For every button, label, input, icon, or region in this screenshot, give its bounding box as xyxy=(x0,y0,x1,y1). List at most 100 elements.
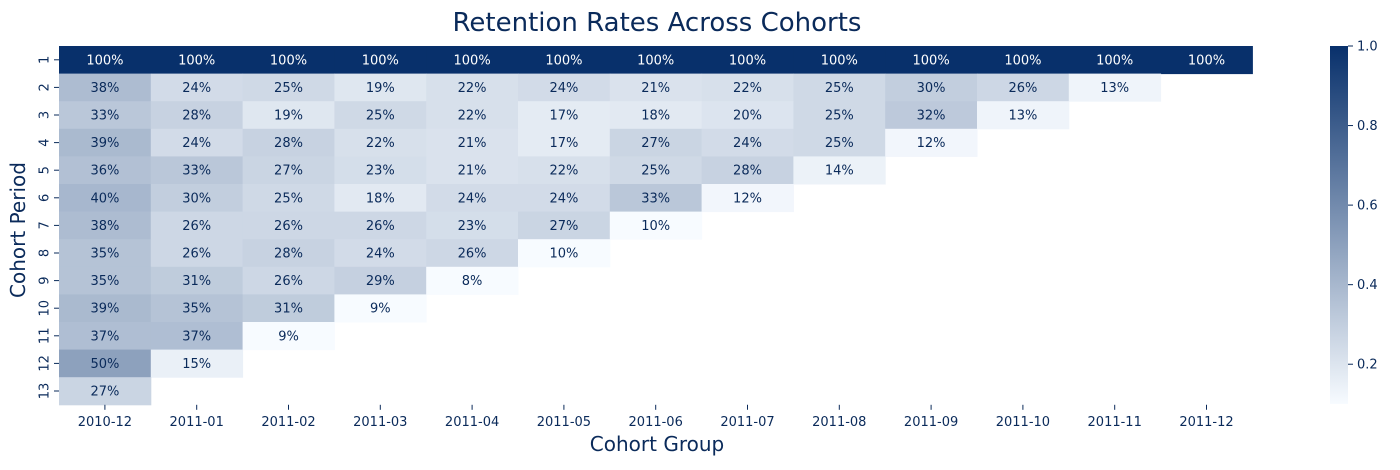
heatmap-cell xyxy=(609,46,703,75)
cell-value-label: 35% xyxy=(182,302,211,317)
heatmap-cell xyxy=(59,101,152,130)
cell-value-label: 13% xyxy=(1100,81,1129,96)
heatmap-cell xyxy=(59,349,152,378)
cell-value-label: 28% xyxy=(274,136,303,151)
heatmap-cell xyxy=(609,184,703,213)
cell-value-label: 24% xyxy=(366,247,395,262)
heatmap-cell xyxy=(1068,73,1162,102)
heatmap-cell xyxy=(426,184,519,213)
cell-value-label: 15% xyxy=(182,357,211,372)
y-tick-label: 11 xyxy=(38,328,53,345)
cell-value-label: 27% xyxy=(90,385,119,400)
heatmap-cell xyxy=(334,266,427,295)
x-tick-label: 2011-06 xyxy=(629,415,683,430)
cell-value-label: 29% xyxy=(366,274,395,289)
heatmap-cell xyxy=(426,239,519,268)
cell-value-label: 24% xyxy=(182,136,211,151)
heatmap-cell xyxy=(59,128,152,157)
cell-value-label: 36% xyxy=(90,164,119,179)
cell-value-label: 25% xyxy=(274,191,303,206)
heatmap-cell xyxy=(59,211,152,240)
heatmap-cell xyxy=(426,46,519,75)
cell-value-label: 10% xyxy=(641,219,670,234)
cell-value-label: 39% xyxy=(90,136,119,151)
heatmap-cell xyxy=(59,184,152,213)
heatmap-cell xyxy=(334,156,427,185)
cell-value-label: 14% xyxy=(825,164,854,179)
cell-value-label: 24% xyxy=(182,81,211,96)
cell-value-label: 30% xyxy=(917,81,946,96)
cell-value-label: 31% xyxy=(274,302,303,317)
heatmap-cell xyxy=(518,101,611,130)
cell-value-label: 28% xyxy=(274,247,303,262)
cell-value-label: 21% xyxy=(458,164,487,179)
y-tick-label: 7 xyxy=(38,221,53,229)
y-tick-label: 10 xyxy=(38,300,53,317)
heatmap-cell xyxy=(426,156,519,185)
cell-value-label: 100% xyxy=(637,53,674,68)
cell-value-label: 17% xyxy=(549,109,578,124)
heatmap-cell xyxy=(701,46,794,75)
cell-value-label: 26% xyxy=(274,274,303,289)
heatmap-cell xyxy=(150,46,244,75)
cell-value-label: 24% xyxy=(458,191,487,206)
cell-value-label: 31% xyxy=(182,274,211,289)
heatmap-cell xyxy=(701,128,794,157)
cell-value-label: 35% xyxy=(90,274,119,289)
heatmap-cell xyxy=(426,73,519,102)
cell-value-label: 22% xyxy=(458,109,487,124)
heatmap-cell xyxy=(793,73,886,102)
heatmap-cell xyxy=(518,184,611,213)
cell-value-label: 39% xyxy=(90,302,119,317)
cell-value-label: 25% xyxy=(825,81,854,96)
cell-value-label: 100% xyxy=(86,53,123,68)
heatmap-cell xyxy=(150,266,244,295)
cell-value-label: 100% xyxy=(1096,53,1133,68)
heatmap-cell xyxy=(1160,46,1253,75)
cell-value-label: 24% xyxy=(733,136,762,151)
colorbar-tick-label: 0.6 xyxy=(1357,199,1378,214)
heatmap-cell xyxy=(426,128,519,157)
heatmap-cell xyxy=(334,184,427,213)
heatmap-cell xyxy=(59,377,152,406)
y-tick-label: 13 xyxy=(38,383,53,400)
heatmap-cell xyxy=(242,266,335,295)
cell-value-label: 100% xyxy=(178,53,215,68)
cell-value-label: 100% xyxy=(913,53,950,68)
cell-value-label: 12% xyxy=(917,136,946,151)
cell-value-label: 26% xyxy=(274,219,303,234)
colorbar-tick-label: 0.2 xyxy=(1357,358,1378,373)
heatmap-cell xyxy=(242,156,335,185)
heatmap-cell xyxy=(518,211,611,240)
y-tick-label: 6 xyxy=(38,194,53,202)
heatmap-cell xyxy=(150,239,244,268)
cell-value-label: 26% xyxy=(1008,81,1037,96)
cell-value-label: 19% xyxy=(274,109,303,124)
heatmap-cell xyxy=(793,46,886,75)
heatmap-cell xyxy=(150,73,244,102)
heatmap-cell xyxy=(518,46,611,75)
cell-value-label: 25% xyxy=(274,81,303,96)
cell-value-label: 26% xyxy=(182,219,211,234)
cell-value-label: 9% xyxy=(370,302,391,317)
cell-value-label: 21% xyxy=(458,136,487,151)
colorbar-tick-label: 0.8 xyxy=(1357,119,1378,134)
heatmap-cell xyxy=(885,128,978,157)
x-tick-label: 2011-11 xyxy=(1088,415,1142,430)
cell-value-label: 27% xyxy=(641,136,670,151)
cell-value-label: 17% xyxy=(549,136,578,151)
heatmap-cell xyxy=(150,349,244,378)
heatmap-cell xyxy=(426,266,519,295)
cell-value-label: 23% xyxy=(458,219,487,234)
heatmap-cell xyxy=(334,101,427,130)
heatmap-cell xyxy=(609,211,703,240)
cell-value-label: 10% xyxy=(549,247,578,262)
heatmap-cell xyxy=(793,156,886,185)
heatmap-cell xyxy=(609,101,703,130)
heatmap-cell xyxy=(609,156,703,185)
heatmap-cell xyxy=(59,239,152,268)
heatmap-cell xyxy=(242,322,335,351)
cell-value-label: 25% xyxy=(366,109,395,124)
x-tick-label: 2011-05 xyxy=(537,415,591,430)
